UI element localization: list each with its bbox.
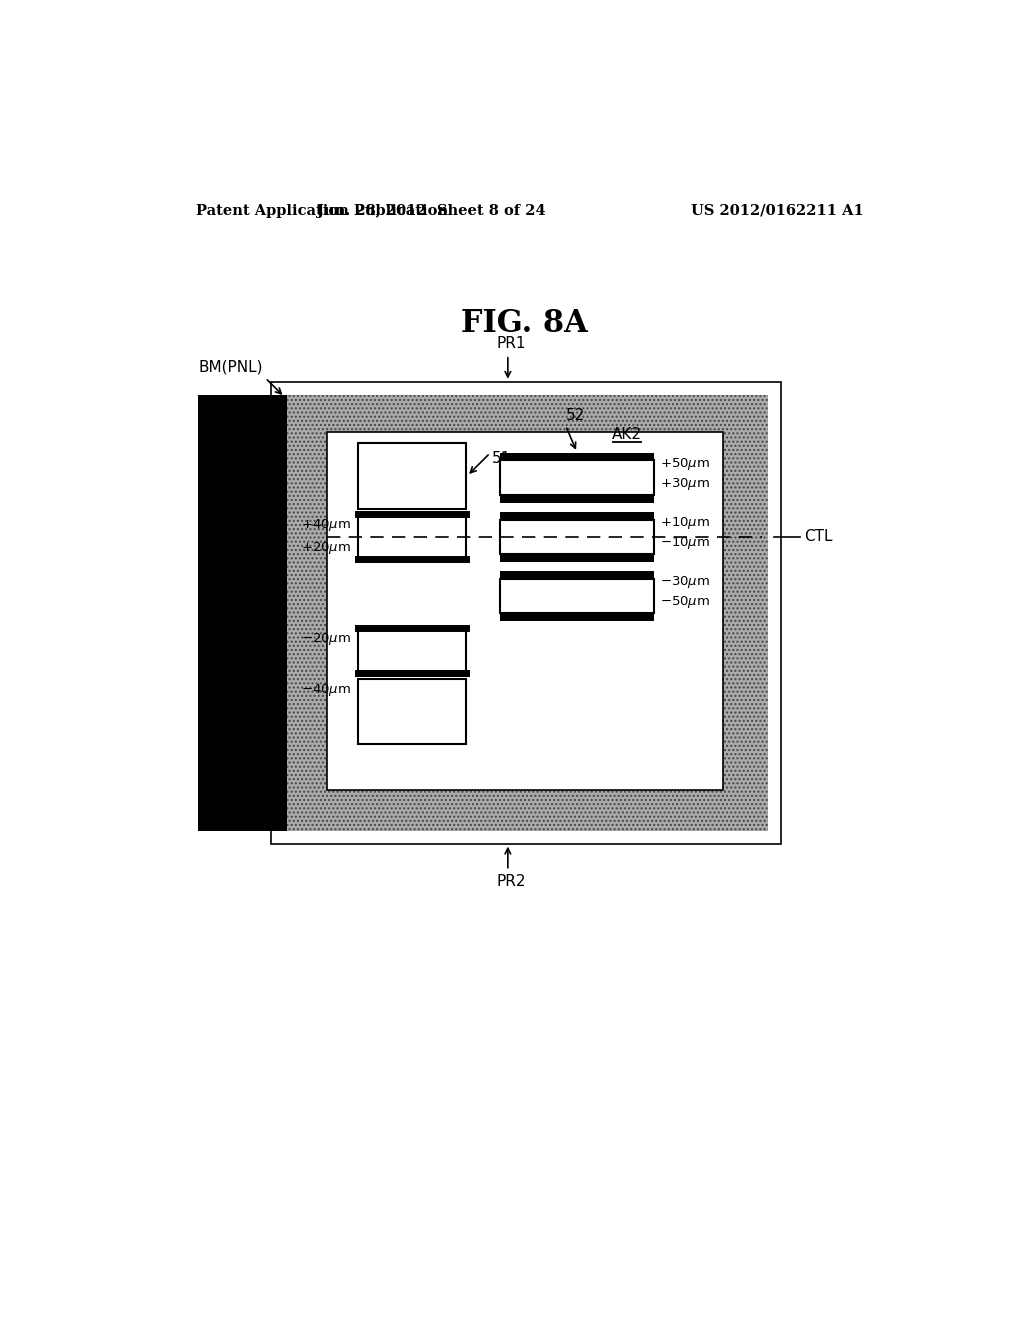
Bar (357, 678, 466, 744)
Bar (285, 395, 768, 830)
Text: +30$\mu$m: +30$\mu$m (660, 475, 711, 492)
Text: $-$40$\mu$m: $-$40$\mu$m (301, 682, 351, 698)
Bar (199, 395, 287, 830)
Text: +20$\mu$m: +20$\mu$m (301, 540, 351, 556)
Text: BM(PNL): BM(PNL) (199, 359, 263, 374)
Text: +40$\mu$m: +40$\mu$m (301, 517, 351, 533)
Bar (271, 381, 781, 843)
Text: 52: 52 (565, 408, 585, 424)
Text: 51: 51 (492, 450, 511, 466)
Bar (500, 461, 654, 495)
Bar (357, 628, 466, 673)
Text: +50$\mu$m: +50$\mu$m (660, 455, 711, 471)
Text: Jun. 28, 2012  Sheet 8 of 24: Jun. 28, 2012 Sheet 8 of 24 (316, 203, 545, 218)
Bar (500, 512, 654, 520)
Bar (500, 614, 654, 622)
Bar (500, 520, 654, 554)
Bar (357, 515, 466, 558)
Bar (357, 444, 466, 508)
Text: PR2: PR2 (497, 874, 526, 890)
Bar (500, 554, 654, 562)
Bar (500, 453, 654, 461)
Text: $-$50$\mu$m: $-$50$\mu$m (660, 594, 711, 610)
Text: Patent Application Publication: Patent Application Publication (196, 203, 449, 218)
Bar (500, 572, 654, 579)
Bar (500, 578, 654, 614)
Text: $-$10$\mu$m: $-$10$\mu$m (660, 535, 711, 552)
Text: AK2: AK2 (612, 426, 642, 442)
Bar (500, 495, 654, 503)
Bar (327, 432, 724, 789)
Text: $-$30$\mu$m: $-$30$\mu$m (660, 574, 711, 590)
Text: PR1: PR1 (497, 335, 526, 351)
Text: CTL: CTL (804, 529, 833, 544)
Text: FIG. 8A: FIG. 8A (462, 309, 588, 339)
Text: +10$\mu$m: +10$\mu$m (660, 515, 711, 531)
Text: $-$20$\mu$m: $-$20$\mu$m (301, 631, 351, 647)
Text: US 2012/0162211 A1: US 2012/0162211 A1 (691, 203, 863, 218)
